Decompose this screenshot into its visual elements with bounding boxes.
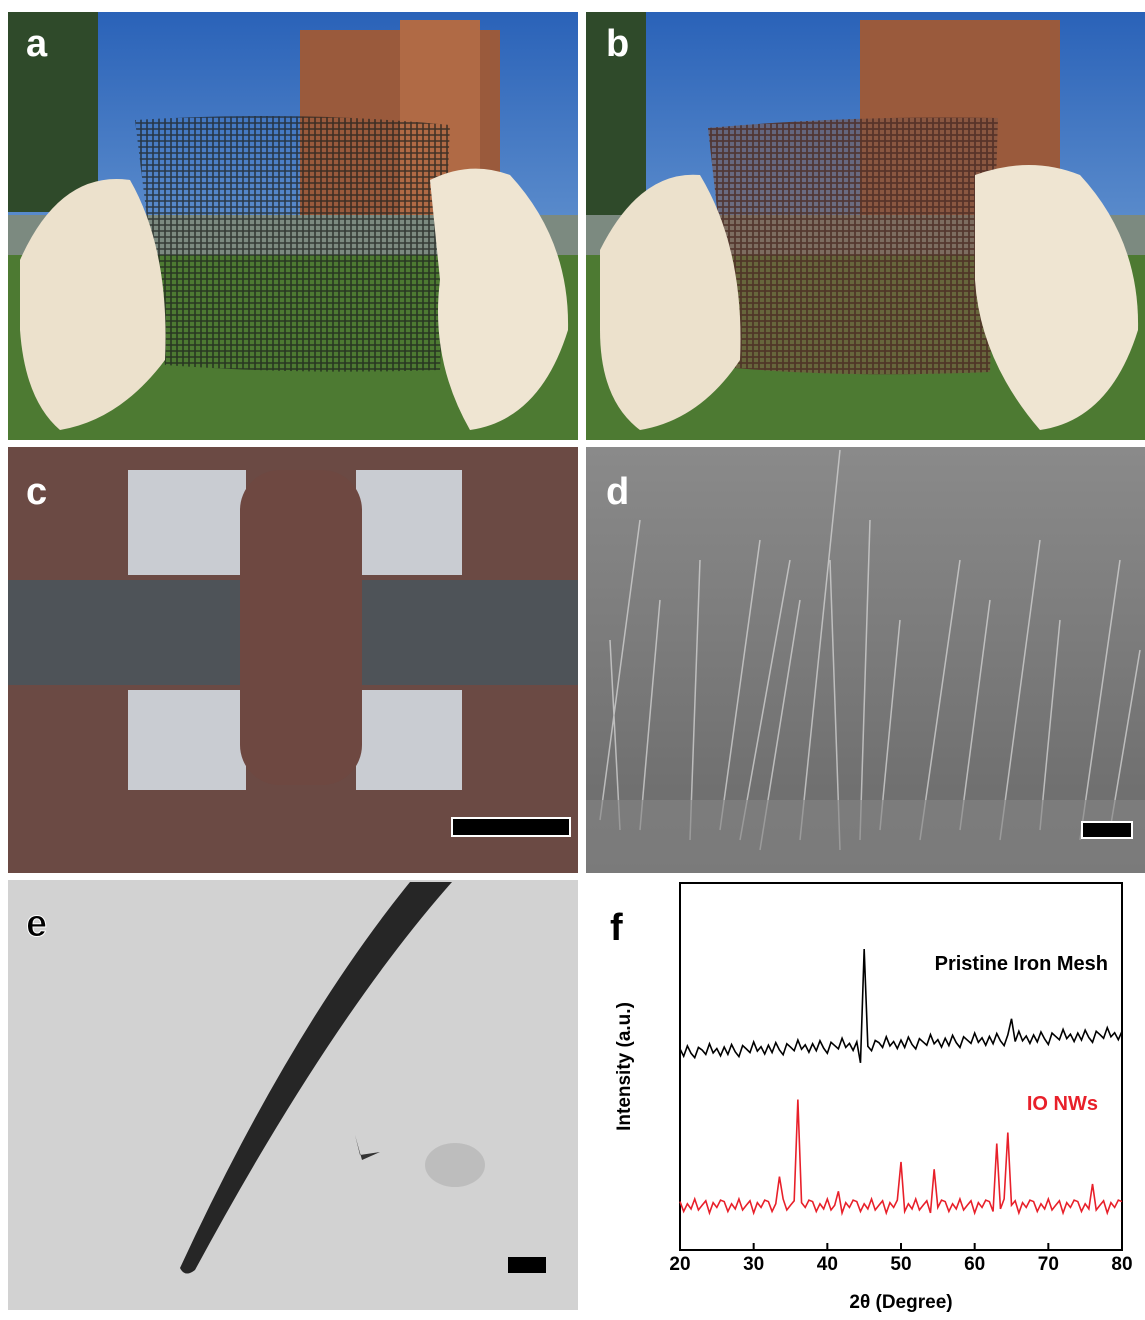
x-tick-label: 30 bbox=[743, 1254, 764, 1275]
photo-a: a bbox=[8, 12, 578, 440]
panel-label: b bbox=[606, 23, 629, 65]
x-tick-label: 40 bbox=[817, 1254, 838, 1275]
x-axis-label: 2θ (Degree) bbox=[849, 1292, 952, 1313]
panel-label: e bbox=[26, 903, 47, 945]
figure: a b c d bbox=[0, 0, 1145, 1315]
chart-f: 20 30 40 50 60 70 80 2θ (Degree) Intensity (a.u.… bbox=[610, 883, 1133, 1313]
series-label: Pristine Iron Mesh bbox=[935, 953, 1108, 975]
panel-label: d bbox=[606, 471, 629, 513]
panel-label: c bbox=[26, 471, 47, 513]
micrograph-e: e bbox=[8, 880, 578, 1310]
y-axis-label: Intensity (a.u.) bbox=[614, 1002, 635, 1131]
x-tick-label: 50 bbox=[890, 1254, 911, 1275]
panel-label: f bbox=[610, 907, 623, 949]
micrograph-c: c bbox=[8, 447, 578, 873]
series-label: IO NWs bbox=[1027, 1093, 1098, 1115]
series-line bbox=[680, 1100, 1122, 1213]
photo-b: b bbox=[586, 12, 1145, 440]
x-tick-label: 80 bbox=[1111, 1254, 1132, 1275]
page: {"panels": ["a", "b", "c", "d", "e"], "c… bbox=[0, 0, 1145, 1320]
x-tick-label: 70 bbox=[1038, 1254, 1059, 1275]
micrograph-d: d bbox=[586, 447, 1145, 873]
x-tick-label: 60 bbox=[964, 1254, 985, 1275]
plot-frame bbox=[680, 883, 1122, 1250]
panel-label: a bbox=[26, 23, 48, 65]
x-tick-label: 20 bbox=[669, 1254, 690, 1275]
